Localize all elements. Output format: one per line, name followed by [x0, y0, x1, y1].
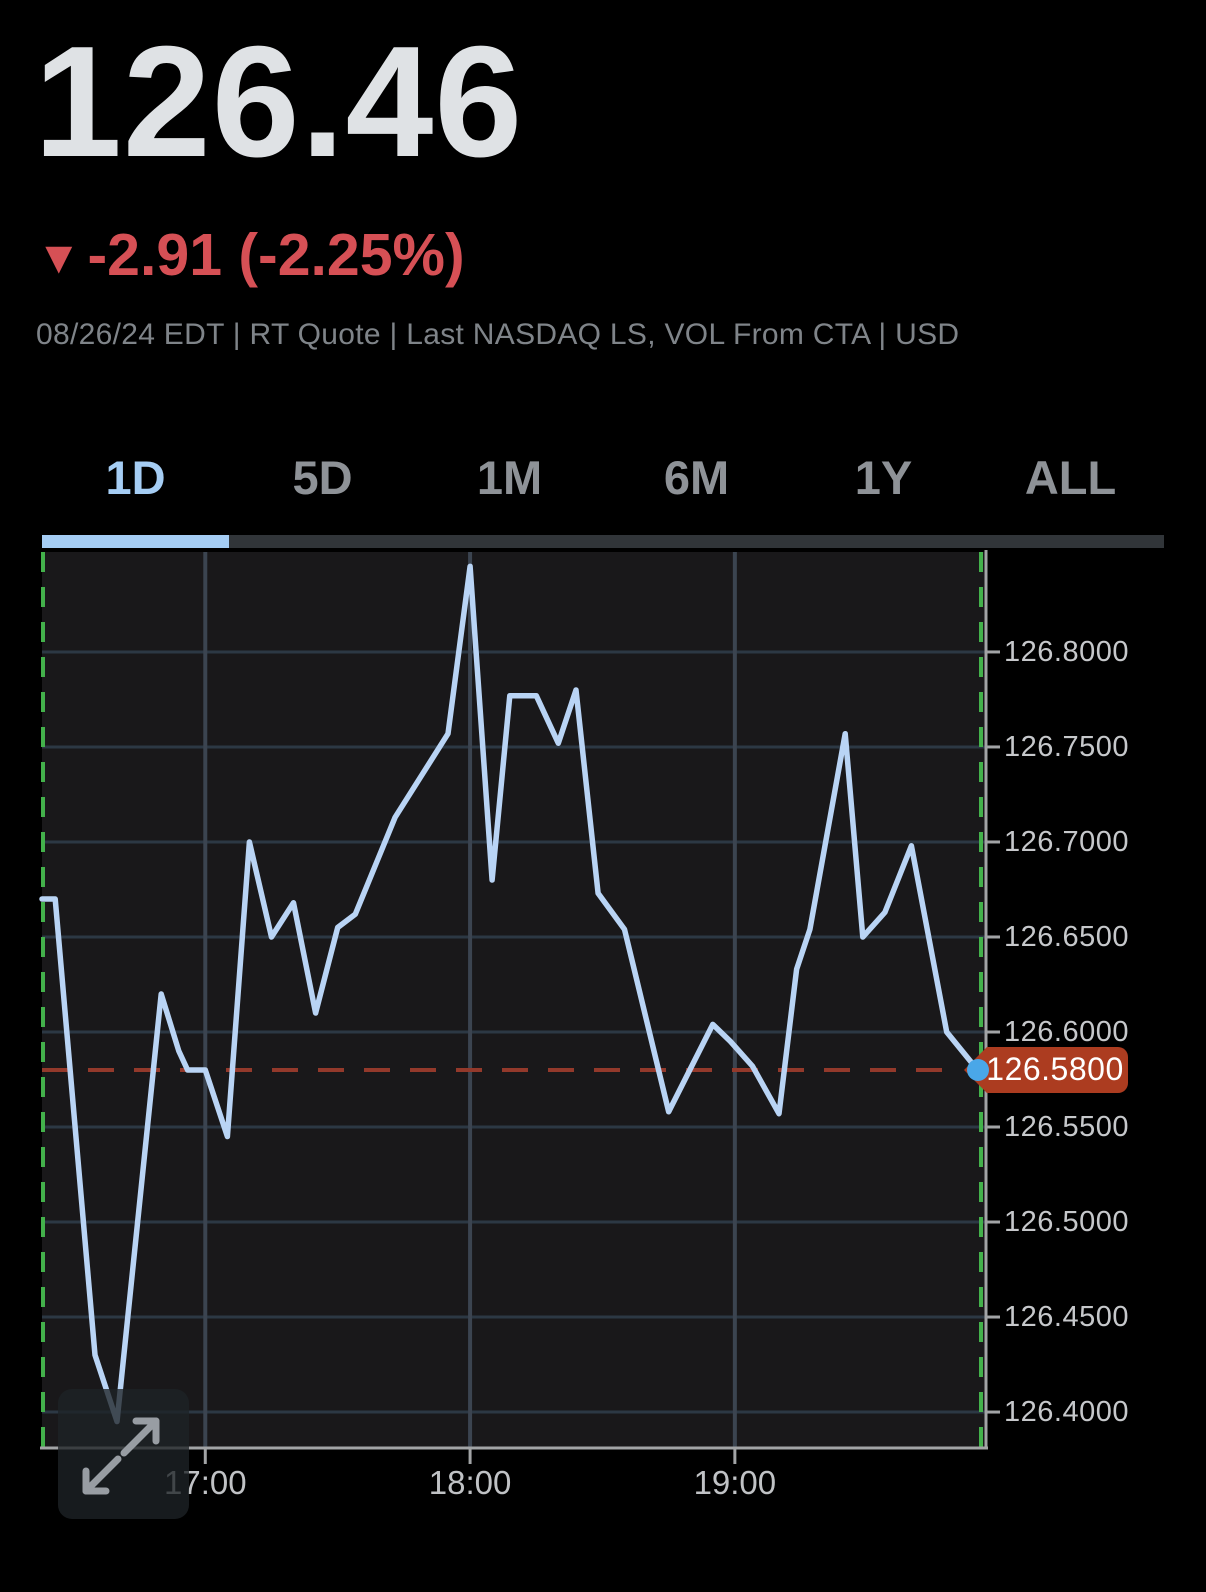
price-change: ▼ -2.91 (-2.25%)	[36, 218, 465, 292]
last-price-dot	[966, 1058, 989, 1081]
price-line-series	[39, 563, 981, 1425]
last-price-badge: 126.5800	[964, 1046, 1128, 1093]
tab-5d[interactable]: 5D	[292, 451, 353, 504]
range-progress-track	[42, 535, 1164, 548]
down-triangle-icon: ▼	[36, 231, 82, 283]
x-axis-label: 18:00	[428, 1464, 512, 1501]
y-axis-label: 126.8000	[1004, 635, 1129, 668]
tab-all[interactable]: ALL	[1024, 451, 1117, 504]
range-tabs: 1D 5D 1M 6M 1Y ALL	[42, 452, 1164, 504]
tab-1y[interactable]: 1Y	[854, 451, 913, 504]
tab-6m[interactable]: 6M	[663, 451, 730, 504]
quote-meta: 08/26/24 EDT | RT Quote | Last NASDAQ LS…	[36, 318, 960, 351]
price-value: 126.46	[34, 14, 524, 190]
y-axis-label: 126.6000	[1004, 1015, 1129, 1048]
y-axis-label: 126.6500	[1004, 920, 1129, 953]
last-price-label: 126.5800	[986, 1051, 1124, 1088]
range-progress-active	[42, 535, 229, 548]
tab-1d[interactable]: 1D	[105, 451, 166, 504]
x-axis-label: 19:00	[693, 1464, 777, 1501]
expand-chart-button[interactable]	[58, 1389, 189, 1519]
tab-1m[interactable]: 1M	[476, 451, 543, 504]
y-axis-label: 126.5500	[1004, 1111, 1129, 1143]
y-axis-label: 126.7500	[1004, 730, 1129, 763]
y-axis-label: 126.4500	[1004, 1301, 1129, 1334]
y-axis-label: 126.7000	[1004, 825, 1129, 858]
expand-arrows-icon	[82, 1417, 160, 1495]
y-axis-label: 126.5000	[1004, 1206, 1129, 1238]
y-axis-label: 126.4000	[1004, 1396, 1129, 1429]
price-change-text: -2.91 (-2.25%)	[87, 222, 465, 288]
plot-background	[42, 552, 986, 1447]
